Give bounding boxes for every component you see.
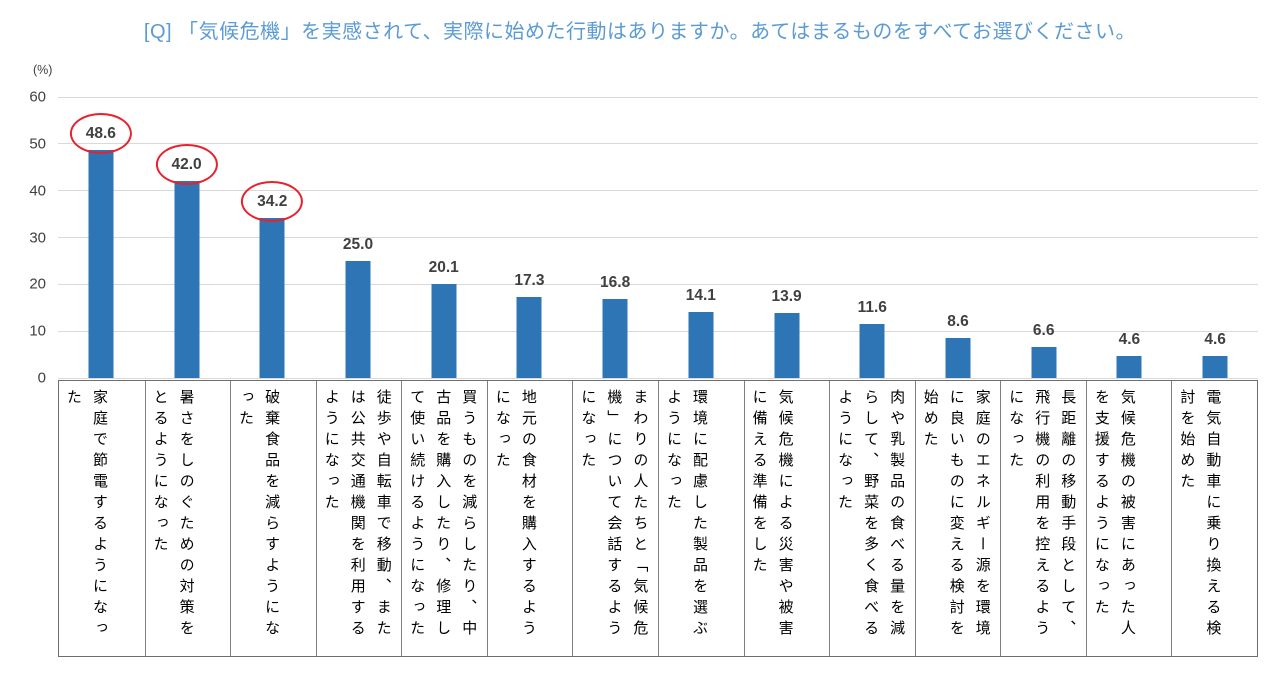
chart-title: [Q] 「気候危機」を実感されて、実際に始めた行動はありますか。あてはまるものを… bbox=[143, 21, 1137, 43]
bar-column: 8.6 bbox=[915, 97, 1001, 378]
bar-column: 4.6 bbox=[1087, 97, 1173, 378]
category-label: 破棄食品を減らすようになった bbox=[237, 389, 281, 641]
bar-value-label: 8.6 bbox=[947, 312, 969, 330]
bar bbox=[174, 181, 200, 378]
bar bbox=[259, 217, 285, 378]
bar-column: 16.8 bbox=[572, 97, 658, 378]
bar-value-label: 20.1 bbox=[428, 258, 459, 276]
bar-value-label: 17.3 bbox=[514, 271, 545, 289]
bar bbox=[774, 312, 800, 378]
category-cell: 破棄食品を減らすようになった bbox=[230, 381, 316, 656]
category-cell: 電気自動車に乗り換える検討を始めた bbox=[1171, 381, 1257, 656]
bar bbox=[516, 296, 542, 378]
category-cell: 家庭のエネルギー源を環境に良いものに変える検討を始めた bbox=[914, 381, 1001, 656]
category-label: 肉や乳製品の食べる量を減らして、野菜を多く食べるようになった bbox=[836, 389, 906, 641]
bar-value-label: 4.6 bbox=[1118, 331, 1141, 349]
bar bbox=[1116, 356, 1142, 378]
bar-value-label: 16.8 bbox=[600, 274, 631, 292]
bar-column: 17.3 bbox=[487, 97, 573, 378]
bar bbox=[945, 337, 971, 378]
bar bbox=[88, 150, 114, 378]
category-label: 長距離の移動手段として、飛行機の利用を控えるようになった bbox=[1007, 389, 1077, 641]
bar-value-label: 6.6 bbox=[1032, 322, 1055, 340]
category-label: 家庭のエネルギー源を環境に良いものに変える検討を始めた bbox=[921, 389, 991, 641]
category-label: 家庭で節電するようになった bbox=[65, 389, 108, 641]
category-label: 暑さをしのぐための対策をとるようになった bbox=[151, 389, 195, 641]
category-label: 徒歩や自転車で移動、または公共交通機関を利用するようになった bbox=[322, 389, 392, 641]
category-cell: 長距離の移動手段として、飛行機の利用を控えるようになった bbox=[1000, 381, 1086, 656]
bar-column: 14.1 bbox=[658, 97, 744, 378]
bar-column: 42.0 bbox=[144, 97, 230, 378]
category-table: 家庭で節電するようになった 暑さをしのぐための対策をとるようになった 破棄食品を減ら… bbox=[58, 380, 1258, 657]
bar-column: 25.0 bbox=[315, 97, 401, 378]
category-cell: 徒歩や自転車で移動、または公共交通機関を利用するようになった bbox=[315, 381, 402, 656]
y-tick-label: 50 bbox=[29, 135, 46, 153]
category-cell: 家庭で節電するようになった bbox=[59, 381, 145, 656]
bar bbox=[1202, 356, 1228, 378]
category-cell: まわりの人たちと「気候危機」について会話するようになった bbox=[572, 381, 658, 656]
category-cell: 買うものを減らしたり、中古品を購入したり、修理して使い続けるようになった bbox=[401, 381, 487, 656]
bar-column: 34.2 bbox=[229, 97, 315, 378]
y-tick-label: 40 bbox=[29, 182, 46, 200]
category-cell: 環境に配慮した製品を選ぶようになった bbox=[657, 381, 744, 656]
gridline bbox=[58, 143, 1258, 145]
gridline bbox=[58, 283, 1258, 285]
category-label: まわりの人たちと「気候危機」について会話するようになった bbox=[579, 389, 649, 641]
bar-value-label: 13.9 bbox=[771, 287, 802, 305]
y-tick-label: 0 bbox=[37, 369, 46, 387]
bar-column: 4.6 bbox=[1172, 97, 1258, 378]
y-tick-label: 20 bbox=[29, 275, 46, 293]
bar-value-label: 14.1 bbox=[685, 286, 716, 304]
y-tick-label: 30 bbox=[29, 229, 46, 246]
category-cell: 気候危機の被害にあった人を支援するようになった bbox=[1085, 381, 1172, 656]
y-tick-label: 10 bbox=[29, 322, 46, 340]
bar-value-label-circled: 34.2 bbox=[241, 180, 304, 222]
bar-value-label: 4.6 bbox=[1204, 331, 1226, 349]
bar-value-label-circled: 42.0 bbox=[155, 144, 218, 186]
category-cell: 地元の食材を購入するようになった bbox=[486, 381, 573, 656]
bar bbox=[1031, 347, 1057, 378]
bar-column: 6.6 bbox=[1001, 97, 1087, 378]
category-label: 気候危機による災害や被害に備える準備をした bbox=[750, 389, 794, 641]
bar bbox=[859, 323, 885, 378]
gridline bbox=[58, 237, 1258, 238]
bar-column: 48.6 bbox=[58, 97, 144, 378]
bar bbox=[688, 311, 714, 378]
category-cell: 気候危機による災害や被害に備える準備をした bbox=[743, 381, 830, 656]
gridline bbox=[58, 377, 1258, 379]
bar-column: 11.6 bbox=[829, 97, 915, 378]
category-label: 電気自動車に乗り換える検討を始めた bbox=[1178, 389, 1222, 641]
y-tick-label: 60 bbox=[29, 88, 46, 106]
category-label: 気候危機の被害にあった人を支援するようになった bbox=[1092, 389, 1136, 641]
category-cell: 肉や乳製品の食べる量を減らして、野菜を多く食べるようになった bbox=[829, 381, 915, 656]
category-label: 買うものを減らしたり、中古品を購入したり、修理して使い続けるようになった bbox=[408, 389, 478, 641]
bar-value-label: 25.0 bbox=[342, 235, 374, 253]
bar-value-label: 11.6 bbox=[857, 298, 887, 316]
category-cell: 暑さをしのぐための対策をとるようになった bbox=[144, 381, 231, 656]
y-axis: 0 10 20 30 40 50 60 bbox=[0, 89, 46, 387]
bar bbox=[431, 283, 457, 378]
gridline bbox=[58, 190, 1258, 192]
category-label: 環境に配慮した製品を選ぶようになった bbox=[664, 389, 708, 641]
bar bbox=[345, 260, 371, 378]
bar-column: 13.9 bbox=[744, 97, 830, 378]
gridline bbox=[58, 96, 1258, 98]
y-axis-unit-label: (%) bbox=[33, 63, 53, 77]
bar-column: 20.1 bbox=[401, 97, 487, 378]
plot-area: 48.6 42.0 34.2 25.0 20.1 17.3 16.8 14.1 13.9 11.6… bbox=[58, 96, 1258, 379]
gridline bbox=[58, 330, 1258, 332]
bar-value-label-circled: 48.6 bbox=[69, 113, 133, 155]
bar bbox=[602, 299, 628, 378]
category-label: 地元の食材を購入するようになった bbox=[493, 389, 537, 641]
